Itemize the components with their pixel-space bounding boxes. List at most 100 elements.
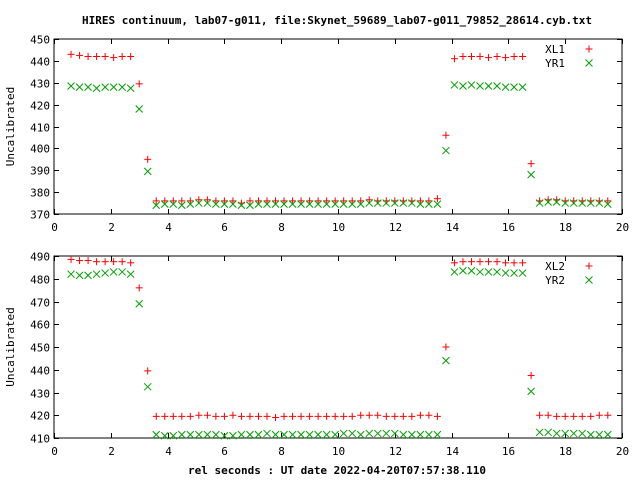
data-point-xl1	[118, 53, 126, 60]
data-point-yr1	[177, 201, 186, 210]
data-point-yr2	[186, 430, 195, 439]
data-point-yr1	[476, 82, 484, 90]
plot-frame	[53, 38, 623, 215]
data-point-xl2	[570, 412, 578, 420]
data-point-yr1	[263, 200, 271, 209]
x-tick-label: 20	[616, 445, 629, 458]
x-tick-label: 4	[165, 445, 172, 458]
y-tick-label: 430	[30, 388, 50, 401]
data-point-xl2	[433, 412, 441, 420]
data-point-yr2	[416, 430, 425, 439]
data-point-xl2	[186, 412, 194, 420]
data-point-yr2	[603, 430, 612, 439]
data-point-yr2	[356, 430, 365, 439]
data-point-yr1	[305, 200, 314, 209]
x-tick-label: 4	[165, 221, 172, 234]
data-point-yr1	[331, 200, 340, 209]
y-tick-label: 450	[30, 342, 50, 355]
data-point-xl2	[229, 411, 237, 419]
data-point-yr2	[160, 431, 169, 440]
data-point-xl2	[323, 412, 331, 420]
data-point-xl1	[263, 197, 271, 205]
data-point-yr1	[450, 81, 459, 89]
data-point-yr1	[246, 201, 254, 210]
x-tick-label: 6	[221, 221, 228, 234]
data-point-yr2	[348, 429, 357, 438]
y-tick-label: 440	[30, 56, 50, 69]
data-point-yr2	[305, 430, 314, 439]
y-tick-label: 460	[30, 319, 50, 332]
data-point-xl2	[485, 258, 493, 266]
x-tick-label: 14	[446, 445, 460, 458]
x-tick-label: 2	[108, 221, 115, 234]
data-point-xl2	[246, 412, 254, 420]
data-point-yr1	[407, 199, 416, 207]
data-point-xl2	[254, 412, 262, 420]
legend-label-xl1: XL1	[545, 43, 565, 56]
data-point-yr2	[365, 429, 374, 438]
data-point-yr1	[399, 199, 408, 207]
data-point-xl2	[357, 411, 365, 419]
data-point-xl1	[195, 196, 203, 204]
data-point-xl1	[254, 197, 262, 205]
y-tick-label: 370	[30, 209, 50, 222]
data-point-yr2	[143, 382, 152, 391]
data-point-yr2	[484, 268, 493, 276]
data-point-xl2	[220, 412, 228, 420]
data-point-xl2	[272, 414, 280, 422]
data-point-xl1	[348, 197, 356, 205]
data-point-yr1	[237, 201, 246, 210]
y-tick-label: 410	[30, 433, 50, 446]
data-point-xl1	[450, 55, 458, 63]
data-point-xl2	[502, 259, 510, 267]
data-point-yr1	[143, 167, 152, 176]
data-point-xl1	[135, 80, 143, 88]
data-point-yr2	[194, 430, 203, 439]
data-point-xl1	[416, 197, 424, 205]
data-point-yr2	[339, 429, 348, 438]
data-point-xl1	[289, 197, 297, 205]
data-point-xl2	[587, 412, 595, 420]
x-tick-label: 8	[278, 221, 285, 234]
x-tick-label: 0	[51, 221, 58, 234]
data-point-yr2	[535, 428, 544, 437]
data-point-yr1	[390, 199, 399, 207]
y-tick-label: 400	[30, 143, 50, 156]
legend-label-yr1: YR1	[545, 57, 565, 70]
data-point-xl2	[101, 258, 109, 266]
data-point-xl2	[118, 258, 126, 266]
data-point-xl1	[169, 197, 177, 205]
data-point-xl2	[93, 258, 101, 266]
y-tick-label: 380	[30, 187, 50, 200]
data-point-yr2	[552, 429, 561, 438]
data-point-yr2	[501, 269, 510, 277]
data-point-yr2	[135, 299, 144, 308]
data-point-xl2	[425, 411, 433, 419]
x-tick-label: 10	[332, 221, 345, 234]
data-point-xl1	[161, 197, 169, 205]
data-point-xl1	[502, 54, 510, 62]
data-point-xl1	[340, 197, 348, 205]
data-point-yr2	[101, 269, 109, 277]
data-point-xl2	[595, 411, 603, 419]
y-tick-label: 470	[30, 297, 50, 310]
data-point-xl1	[93, 53, 101, 60]
data-point-xl2	[152, 412, 160, 420]
data-point-xl2	[382, 412, 390, 420]
data-point-yr1	[160, 200, 169, 209]
data-point-yr1	[169, 200, 178, 209]
data-point-yr1	[288, 200, 297, 209]
data-point-yr2	[118, 268, 127, 276]
data-point-xl2	[203, 411, 211, 419]
x-tick-label: 12	[389, 445, 402, 458]
data-point-yr1	[382, 199, 391, 207]
data-point-yr1	[280, 200, 288, 209]
data-point-yr2	[595, 430, 604, 439]
data-point-yr2	[586, 430, 595, 439]
data-point-yr1	[493, 82, 501, 90]
y-axis-label: Uncalibrated	[4, 307, 17, 386]
data-point-yr1	[92, 84, 101, 93]
data-point-xl2	[195, 411, 203, 419]
data-point-xl1	[76, 51, 84, 59]
data-point-yr1	[152, 201, 161, 210]
